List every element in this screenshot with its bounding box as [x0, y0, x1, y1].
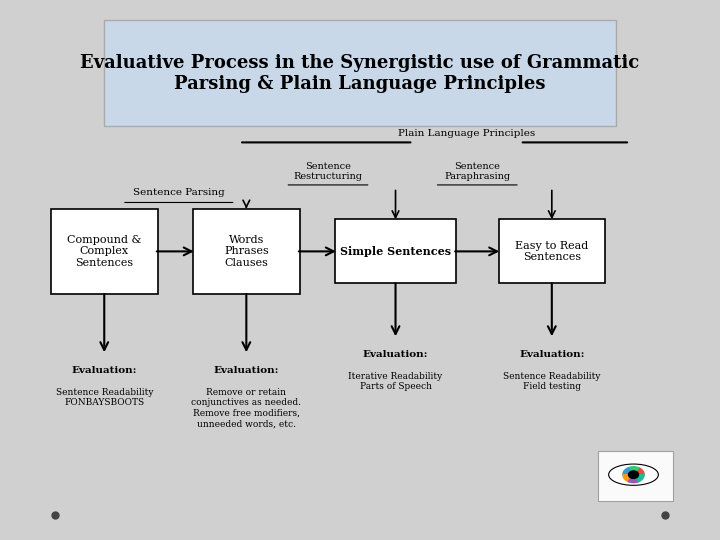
Text: Compound &
Complex
Sentences: Compound & Complex Sentences	[67, 235, 141, 268]
Text: Words
Phrases
Clauses: Words Phrases Clauses	[224, 235, 269, 268]
FancyBboxPatch shape	[598, 451, 672, 501]
FancyBboxPatch shape	[51, 209, 158, 294]
Text: Sentence
Restructuring: Sentence Restructuring	[294, 162, 363, 181]
Text: Simple Sentences: Simple Sentences	[340, 246, 451, 257]
Text: Easy to Read
Sentences: Easy to Read Sentences	[516, 241, 588, 262]
FancyBboxPatch shape	[498, 219, 605, 284]
Text: Evaluation:: Evaluation:	[71, 366, 137, 375]
FancyBboxPatch shape	[104, 20, 616, 126]
Circle shape	[629, 471, 639, 478]
Text: Evaluation:: Evaluation:	[363, 350, 428, 359]
FancyBboxPatch shape	[193, 209, 300, 294]
Text: Evaluation:: Evaluation:	[214, 366, 279, 375]
Text: Plain Language Principles: Plain Language Principles	[398, 129, 535, 138]
Wedge shape	[634, 475, 644, 482]
Wedge shape	[628, 475, 639, 483]
Text: Iterative Readability
Parts of Speech: Iterative Readability Parts of Speech	[348, 372, 443, 391]
Ellipse shape	[608, 464, 658, 485]
Wedge shape	[628, 467, 639, 475]
Wedge shape	[623, 475, 634, 482]
Text: Sentence
Paraphrasing: Sentence Paraphrasing	[444, 162, 510, 181]
Text: Remove or retain
conjunctives as needed.
Remove free modifiers,
unneeded words, : Remove or retain conjunctives as needed.…	[192, 388, 302, 428]
Text: Sentence Parsing: Sentence Parsing	[133, 188, 225, 198]
Text: Sentence Readability
Field testing: Sentence Readability Field testing	[503, 372, 600, 391]
Text: Evaluative Process in the Synergistic use of Grammatic
Parsing & Plain Language : Evaluative Process in the Synergistic us…	[81, 54, 639, 93]
FancyBboxPatch shape	[335, 219, 456, 284]
Text: Sentence Readability
FONBAYSBOOTS: Sentence Readability FONBAYSBOOTS	[55, 388, 153, 407]
Wedge shape	[634, 468, 644, 475]
Text: Evaluation:: Evaluation:	[519, 350, 585, 359]
Wedge shape	[623, 468, 634, 475]
